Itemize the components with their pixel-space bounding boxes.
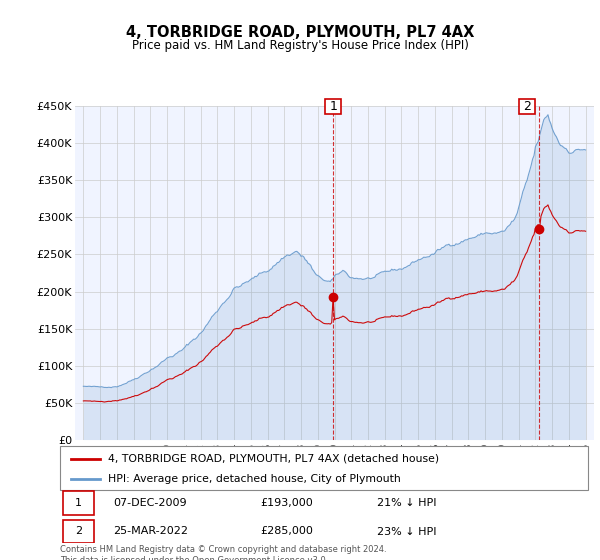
Text: HPI: Average price, detached house, City of Plymouth: HPI: Average price, detached house, City… xyxy=(107,474,400,484)
Text: 2: 2 xyxy=(75,526,82,536)
Text: 1: 1 xyxy=(75,498,82,508)
Text: 23% ↓ HPI: 23% ↓ HPI xyxy=(377,526,436,536)
FancyBboxPatch shape xyxy=(519,99,535,114)
Text: 21% ↓ HPI: 21% ↓ HPI xyxy=(377,498,436,508)
Text: 4, TORBRIDGE ROAD, PLYMOUTH, PL7 4AX (detached house): 4, TORBRIDGE ROAD, PLYMOUTH, PL7 4AX (de… xyxy=(107,454,439,464)
Text: Contains HM Land Registry data © Crown copyright and database right 2024.
This d: Contains HM Land Registry data © Crown c… xyxy=(60,545,386,560)
FancyBboxPatch shape xyxy=(62,520,94,543)
Text: Price paid vs. HM Land Registry's House Price Index (HPI): Price paid vs. HM Land Registry's House … xyxy=(131,39,469,52)
Text: 07-DEC-2009: 07-DEC-2009 xyxy=(113,498,187,508)
Text: 25-MAR-2022: 25-MAR-2022 xyxy=(113,526,188,536)
Text: £285,000: £285,000 xyxy=(260,526,314,536)
Text: 1: 1 xyxy=(329,100,337,113)
Text: 2: 2 xyxy=(523,100,531,113)
Text: 4, TORBRIDGE ROAD, PLYMOUTH, PL7 4AX: 4, TORBRIDGE ROAD, PLYMOUTH, PL7 4AX xyxy=(126,25,474,40)
FancyBboxPatch shape xyxy=(325,99,341,114)
FancyBboxPatch shape xyxy=(62,491,94,515)
FancyBboxPatch shape xyxy=(60,446,588,490)
Text: £193,000: £193,000 xyxy=(260,498,313,508)
